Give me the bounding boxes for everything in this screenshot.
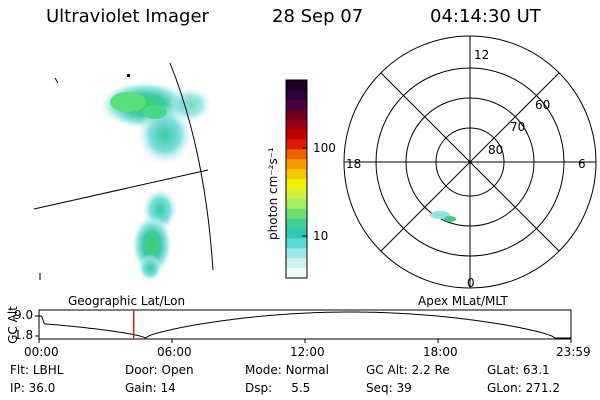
status-gc-alt: GC Alt: 2.2 Re [366,363,450,377]
colorbar-tick-label-10: 10 [313,229,329,243]
status-flt: Flt: LBHL [10,363,64,377]
map-dot [127,74,130,77]
timeline-x-tick-1: 06:00 [157,345,192,359]
colorbar-band [286,80,307,91]
colorbar-band [286,149,307,160]
colorbar-band [286,179,307,190]
colorbar-band [286,119,307,130]
colorbar-band [286,228,307,239]
colorbar-band [286,218,307,229]
timeline-plot [35,309,572,343]
status-gain: Gain: 14 [125,381,176,395]
aurora-lower-blob [132,188,178,282]
colorbar-band [286,109,307,121]
colorbar-band [286,139,307,150]
colorbar-band [286,89,307,101]
lon-line [169,62,214,271]
timeline-frame [38,309,572,340]
colorbar [285,79,308,279]
colorbar-unit-label: photon cm⁻²s⁻¹ [266,147,280,240]
colorbar-band [286,169,307,180]
colorbar-band [286,129,307,140]
colorbar-tick-label-100: 100 [313,141,336,155]
polar-diag-2 [380,72,560,252]
colorbar-band [286,268,307,279]
mlt-label-18: 18 [346,157,362,171]
colorbar-band [286,198,307,210]
colorbar-band [286,238,307,249]
colorbar-band [286,208,307,220]
lat-label-60: 60 [535,98,551,112]
instrument-title: Ultraviolet Imager [46,6,209,27]
geographic-title: Geographic Lat/Lon [68,294,186,308]
mlt-label-0: 0 [467,276,475,290]
timeline-y-tick-bottom: 1.8 [14,328,34,342]
timeline-y-tick-top: 9.0 [14,308,34,322]
colorbar-frame [285,79,308,279]
polar-aurora [430,211,456,222]
colorbar-band [286,248,307,259]
status-glat: GLat: 63.1 [487,363,550,377]
date-label: 28 Sep 07 [272,6,364,27]
timeline-x-tick-2: 12:00 [290,345,325,359]
colorbar-band [286,159,307,170]
mlt-label-12: 12 [474,48,490,62]
status-dsp: Dsp: 5.5 [245,381,311,395]
mlt-label-6: 6 [578,157,586,171]
colorbar-band [286,188,307,200]
timeline-x-tick-4: 23:59 [556,345,591,359]
lat-label-80: 80 [488,143,504,157]
time-label: 04:14:30 UT [430,6,541,27]
colorbar-band [286,99,307,111]
colorbar-band [286,258,307,269]
status-seq: Seq: 39 [366,381,412,395]
status-mode: Mode: Normal [245,363,329,377]
map-mark [54,77,59,84]
timeline-x-tick-3: 18:00 [423,345,458,359]
geographic-map [33,62,214,282]
apex-title: Apex MLat/MLT [418,294,508,308]
colorbar-gradient [286,80,307,279]
timeline-x-tick-0: 00:00 [24,345,59,359]
orbit-altitude-curve [38,311,571,339]
status-door: Door: Open [125,363,194,377]
polar-plot [343,35,597,289]
lat-label-70: 70 [510,120,526,134]
lat-line [33,169,209,210]
status-ip: IP: 36.0 [10,381,56,395]
aurora-upper-blob [100,81,212,165]
status-glon: GLon: 271.2 [487,381,560,395]
